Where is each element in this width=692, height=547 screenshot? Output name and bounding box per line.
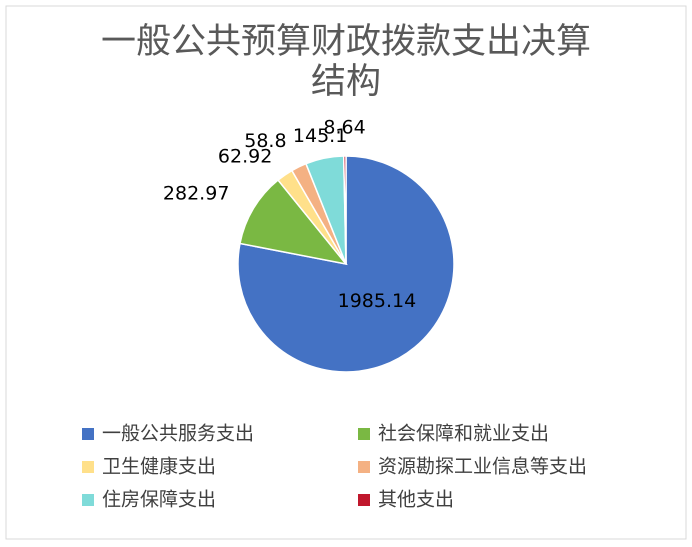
legend-label: 卫生健康支出: [102, 456, 216, 478]
legend-marker: [358, 461, 370, 473]
legend-marker: [358, 494, 370, 506]
value-label: 1985.14: [338, 290, 417, 312]
legend-marker: [358, 428, 370, 440]
legend-label: 住房保障支出: [102, 489, 216, 511]
legend-label: 资源勘探工业信息等支出: [378, 456, 587, 478]
legend-marker: [82, 494, 94, 506]
legend-label: 一般公共服务支出: [102, 423, 254, 445]
pie-slice: [239, 178, 348, 266]
value-label: 58.8: [244, 130, 286, 152]
chart-title: 一般公共预算财政拨款支出决算结构: [100, 22, 591, 102]
value-label: 62.92: [218, 145, 272, 167]
legend-label: 社会保障和就业支出: [378, 423, 549, 445]
legend-label: 其他支出: [378, 489, 454, 511]
value-label: 8.64: [323, 117, 365, 139]
legend-marker: [82, 428, 94, 440]
value-label: 145.1: [293, 125, 347, 147]
legend-marker: [82, 461, 94, 473]
pie-slice: [342, 155, 347, 265]
value-label: 282.97: [163, 182, 229, 204]
